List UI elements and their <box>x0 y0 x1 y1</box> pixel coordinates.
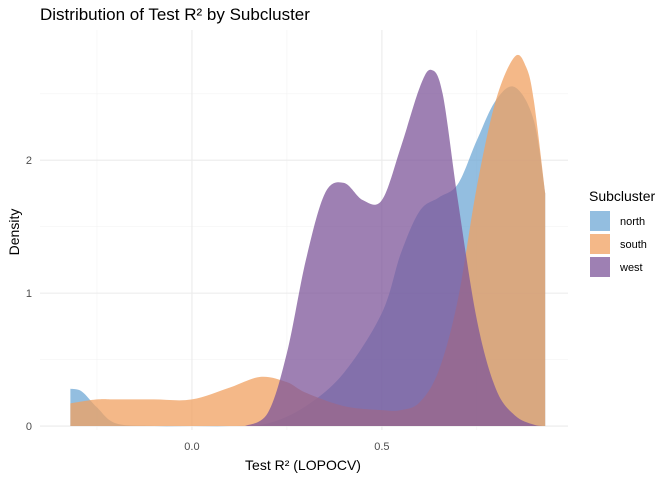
chart-title: Distribution of Test R² by Subcluster <box>40 5 310 24</box>
legend-key-south <box>590 234 610 254</box>
x-tick-label: 0.0 <box>184 441 199 453</box>
legend-label-west: west <box>619 262 643 274</box>
y-axis-ticks: 0 1 2 <box>26 155 32 433</box>
legend-key-north <box>590 211 610 231</box>
y-axis-title: Density <box>6 209 22 256</box>
x-tick-label: 0.5 <box>374 441 389 453</box>
density-area-west <box>245 69 546 427</box>
y-tick-label: 2 <box>26 155 32 167</box>
density-areas <box>70 54 546 427</box>
y-tick-label: 1 <box>26 288 32 300</box>
y-tick-label: 0 <box>26 421 32 433</box>
x-axis-title: Test R² (LOPOCV) <box>245 457 361 473</box>
legend-label-south: south <box>620 239 647 251</box>
legend: Subcluster north south west <box>589 188 655 277</box>
legend-key-west <box>590 257 610 277</box>
x-axis-ticks: 0.0 0.5 <box>184 441 389 453</box>
density-area-south <box>70 54 546 427</box>
legend-title: Subcluster <box>589 188 655 204</box>
legend-label-north: north <box>620 216 645 228</box>
